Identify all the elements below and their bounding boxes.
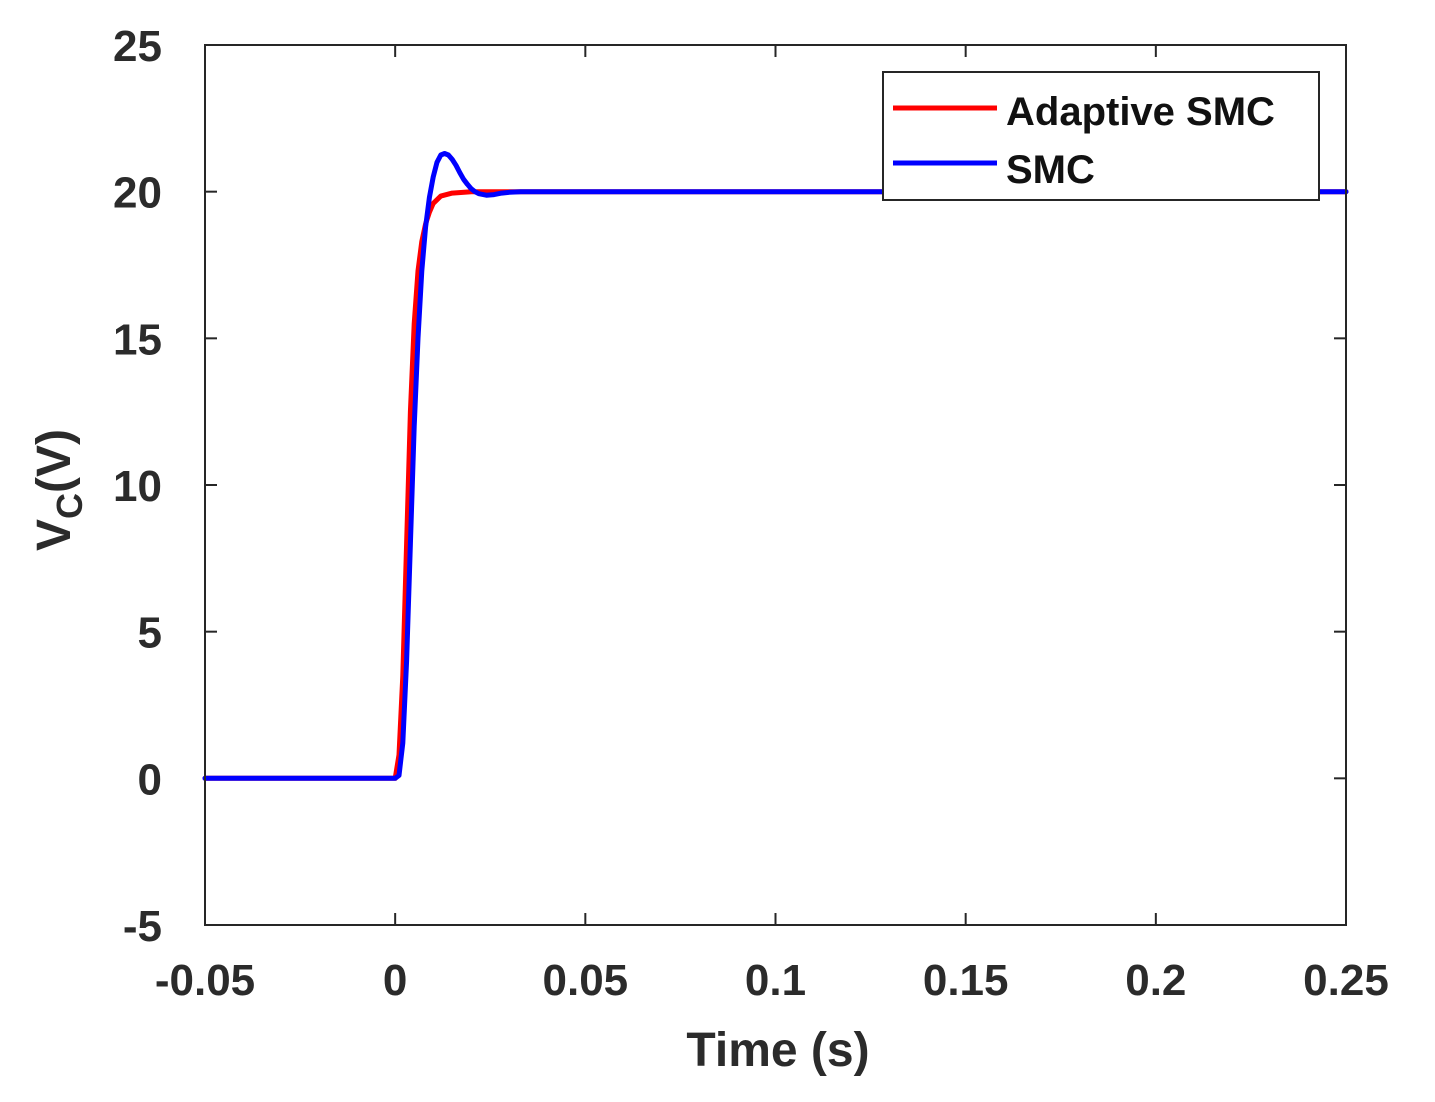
- x-tick-label: -0.05: [155, 956, 255, 1005]
- y-axis-title: VC(V): [28, 429, 90, 551]
- y-axis-title-subscript: C: [49, 493, 90, 519]
- series-line-smc: [202, 151, 1349, 781]
- series-line-adaptive-smc: [202, 189, 1349, 781]
- y-tick-label: 0: [138, 755, 162, 804]
- x-tick-label: 0.05: [543, 956, 629, 1005]
- y-tick-labels: -5 0 5 10 15 20 25: [113, 22, 162, 951]
- legend-label-adaptive-smc: Adaptive SMC: [1006, 90, 1275, 134]
- legend-box: [882, 71, 1320, 201]
- x-axis-title: Time (s): [686, 1024, 869, 1077]
- series-layer: [202, 151, 1349, 781]
- y-tick-label: 25: [113, 22, 162, 71]
- legend: Adaptive SMC SMC: [882, 71, 1320, 201]
- x-tick-label: 0.2: [1125, 956, 1186, 1005]
- y-axis-title-main: V: [28, 519, 81, 551]
- y-axis-title-unit: (V): [28, 429, 81, 493]
- legend-label-smc: SMC: [1006, 148, 1095, 192]
- y-tick-label: 15: [113, 315, 162, 364]
- y-tick-label: 20: [113, 169, 162, 218]
- plot-frame: [204, 44, 1347, 926]
- x-tick-label: 0.1: [745, 956, 806, 1005]
- x-tick-label: 0: [383, 956, 407, 1005]
- x-tick-label: 0.15: [923, 956, 1009, 1005]
- x-tick-label: 0.25: [1303, 956, 1389, 1005]
- y-tick-label: 10: [113, 462, 162, 511]
- y-tick-label: -5: [123, 902, 162, 951]
- y-tick-label: 5: [138, 609, 162, 658]
- x-tick-labels: -0.05 0 0.05 0.1 0.15 0.2 0.25: [155, 956, 1389, 1005]
